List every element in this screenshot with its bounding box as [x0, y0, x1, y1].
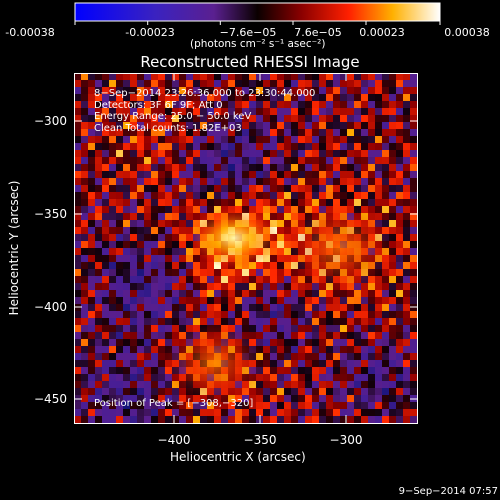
colorbar-tick: −7.6e−05 — [219, 26, 277, 39]
time-range: 8−Sep−2014 23:26:36.000 to 23:30:44.000 — [94, 88, 316, 99]
colorbar-tick: -0.00038 — [5, 26, 55, 39]
x-tick-label: −350 — [243, 433, 277, 447]
energy-range: Energy Range: 25.0 − 50.0 keV — [94, 111, 252, 122]
clean-counts: Clean Total counts: 1.82E+03 — [94, 122, 242, 134]
x-tick-label: −300 — [329, 433, 363, 447]
y-axis-label: Heliocentric Y (arcsec) — [7, 180, 21, 316]
colorbar — [74, 2, 441, 25]
y-tick-label: −300 — [34, 114, 67, 128]
y-tick-label: −400 — [34, 300, 67, 314]
colorbar-tick: -0.00023 — [125, 26, 175, 39]
x-axis-label: Heliocentric X (arcsec) — [170, 450, 306, 464]
peak-position: Position of Peak = [−308,−320] — [94, 398, 254, 409]
detectors: Detectors: 3F 6F 9F; Att 0 — [94, 99, 223, 111]
x-tick-label: −400 — [157, 433, 191, 447]
colorbar-tick: 7.6e−05 — [294, 26, 342, 39]
image-plot — [74, 73, 418, 424]
colorbar-tick: 0.00038 — [444, 26, 490, 39]
image-info: 8−Sep−2014 23:26:36.000 to 23:30:44.000 … — [94, 88, 315, 134]
y-tick-label: −450 — [34, 392, 67, 406]
image-title: Reconstructed RHESSI Image — [140, 53, 360, 71]
timestamp: 9−Sep−2014 07:57 — [398, 486, 498, 497]
colorbar-units: (photons cm⁻² s⁻¹ asec⁻²) — [190, 38, 326, 50]
colorbar-tick: 0.00023 — [359, 26, 405, 39]
y-tick-label: −350 — [34, 207, 67, 221]
